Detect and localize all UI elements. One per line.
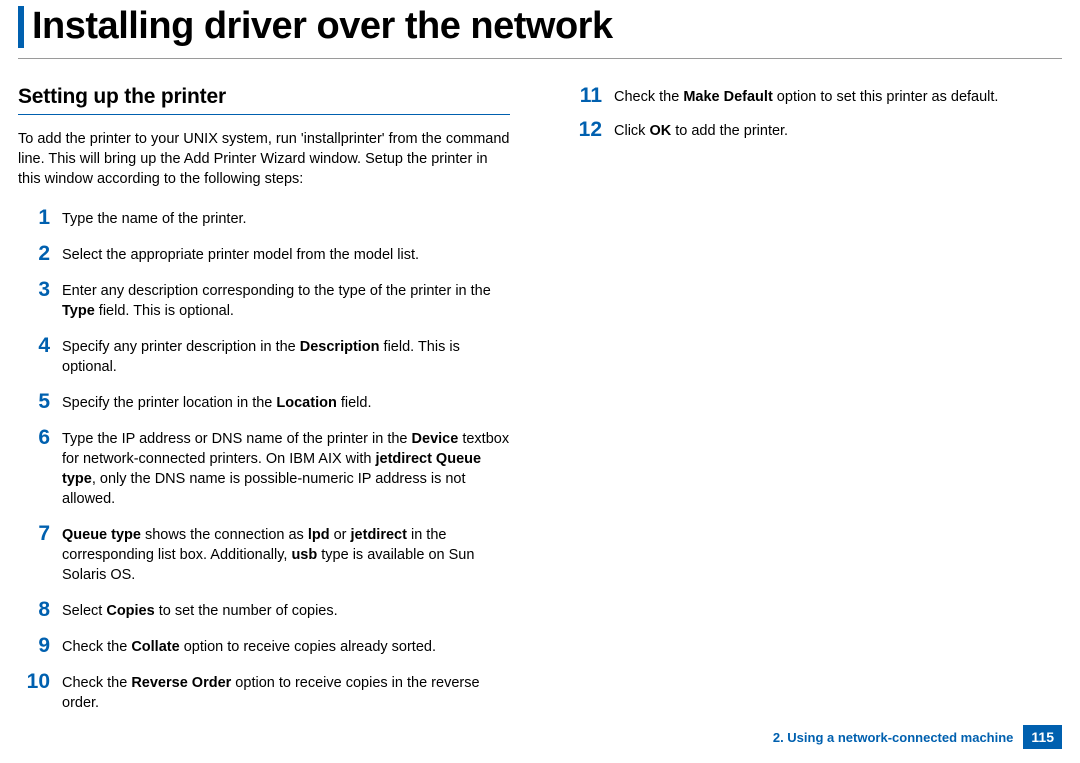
- section-heading: Setting up the printer: [18, 85, 510, 115]
- step-text: Check the Reverse Order option to receiv…: [62, 671, 510, 713]
- manual-page: Installing driver over the network Setti…: [0, 0, 1080, 763]
- step-number: 5: [18, 391, 62, 412]
- title-block: Installing driver over the network: [18, 0, 1062, 48]
- step-text: Queue type shows the connection as lpd o…: [62, 523, 510, 585]
- steps-list-left: 1Type the name of the printer.2Select th…: [18, 207, 510, 713]
- title-underline: [18, 58, 1062, 59]
- footer-page-number: 115: [1023, 725, 1062, 749]
- page-footer: 2. Using a network-connected machine 115: [773, 725, 1062, 749]
- step-text: Check the Make Default option to set thi…: [614, 85, 1062, 107]
- step-item: 6Type the IP address or DNS name of the …: [18, 427, 510, 509]
- step-text: Specify any printer description in the D…: [62, 335, 510, 377]
- step-number: 7: [18, 523, 62, 544]
- two-column-layout: Setting up the printer To add the printe…: [18, 85, 1062, 727]
- step-number: 3: [18, 279, 62, 300]
- step-number: 2: [18, 243, 62, 264]
- step-text: Check the Collate option to receive copi…: [62, 635, 510, 657]
- step-item: 11Check the Make Default option to set t…: [570, 85, 1062, 107]
- step-item: 12Click OK to add the printer.: [570, 119, 1062, 141]
- title-accent-bar: [18, 6, 24, 48]
- step-number: 11: [570, 85, 614, 106]
- step-number: 10: [18, 671, 62, 692]
- step-text: Type the name of the printer.: [62, 207, 510, 229]
- right-column: 11Check the Make Default option to set t…: [570, 85, 1062, 727]
- step-item: 4Specify any printer description in the …: [18, 335, 510, 377]
- step-item: 8Select Copies to set the number of copi…: [18, 599, 510, 621]
- step-number: 4: [18, 335, 62, 356]
- footer-chapter: 2. Using a network-connected machine: [773, 730, 1014, 745]
- step-text: Type the IP address or DNS name of the p…: [62, 427, 510, 509]
- step-text: Click OK to add the printer.: [614, 119, 1062, 141]
- step-number: 12: [570, 119, 614, 140]
- step-item: 1Type the name of the printer.: [18, 207, 510, 229]
- left-column: Setting up the printer To add the printe…: [18, 85, 510, 727]
- step-item: 9Check the Collate option to receive cop…: [18, 635, 510, 657]
- step-text: Select Copies to set the number of copie…: [62, 599, 510, 621]
- step-item: 7Queue type shows the connection as lpd …: [18, 523, 510, 585]
- steps-list-right: 11Check the Make Default option to set t…: [570, 85, 1062, 141]
- step-text: Specify the printer location in the Loca…: [62, 391, 510, 413]
- page-title: Installing driver over the network: [18, 6, 1062, 48]
- step-item: 3Enter any description corresponding to …: [18, 279, 510, 321]
- step-number: 8: [18, 599, 62, 620]
- step-item: 10Check the Reverse Order option to rece…: [18, 671, 510, 713]
- step-text: Select the appropriate printer model fro…: [62, 243, 510, 265]
- step-item: 5Specify the printer location in the Loc…: [18, 391, 510, 413]
- step-text: Enter any description corresponding to t…: [62, 279, 510, 321]
- step-number: 6: [18, 427, 62, 448]
- step-number: 9: [18, 635, 62, 656]
- step-item: 2Select the appropriate printer model fr…: [18, 243, 510, 265]
- step-number: 1: [18, 207, 62, 228]
- intro-paragraph: To add the printer to your UNIX system, …: [18, 129, 510, 189]
